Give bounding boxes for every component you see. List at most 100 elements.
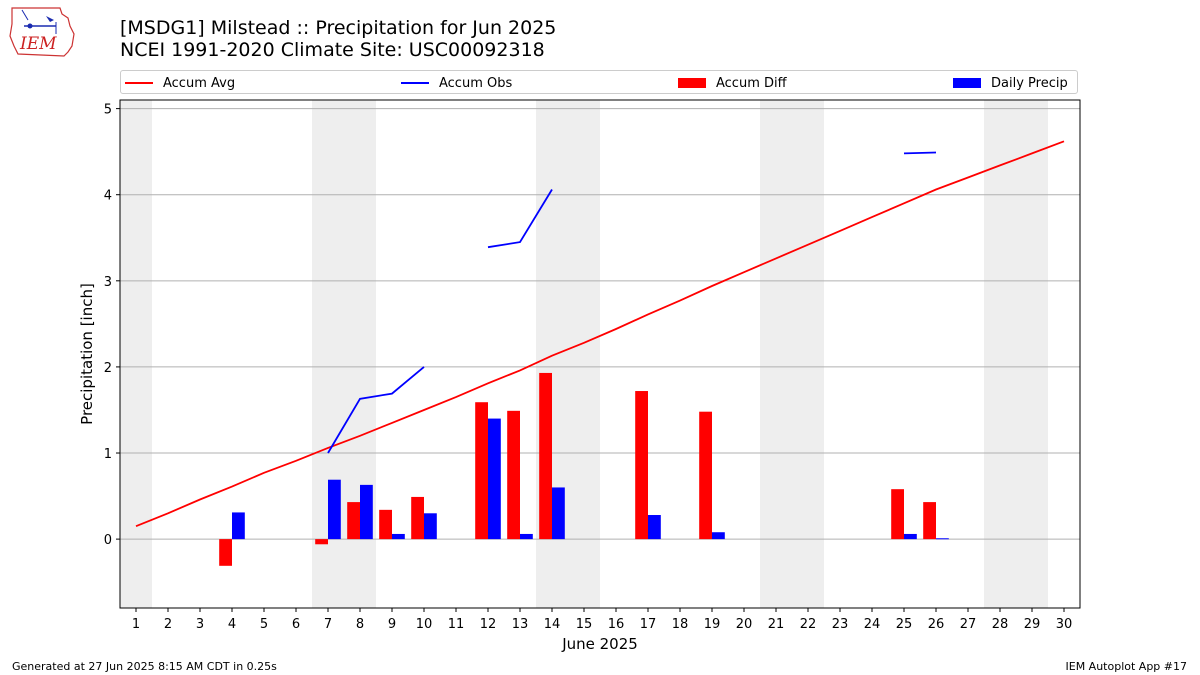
daily-precip-bar-9	[392, 533, 405, 540]
legend-label-daily-precip: Daily Precip	[991, 75, 1068, 91]
accum-diff-bar-25	[891, 489, 904, 540]
daily-precip-bar-12	[488, 418, 501, 540]
x-tick-label-8: 8	[356, 617, 364, 632]
x-tick-label-23: 23	[832, 617, 849, 632]
x-tick-label-18: 18	[672, 617, 689, 632]
weekend-band-21	[760, 100, 792, 608]
x-tick-label-5: 5	[260, 617, 268, 632]
x-tick-label-12: 12	[480, 617, 497, 632]
x-tick-label-3: 3	[196, 617, 204, 632]
accum-diff-bar-7	[315, 539, 328, 545]
weekend-band-1	[120, 100, 152, 608]
chart-legend: Accum Avg Accum Obs Accum Diff Daily Pre…	[120, 70, 1078, 94]
weekend-band-22	[792, 100, 824, 608]
x-tick-label-25: 25	[896, 617, 913, 632]
x-tick-label-10: 10	[416, 617, 433, 632]
x-axis-ticks: 1 2 3 4 5 6 7 8 9 10 11 12 13 14 15 16 17 18 19 20 21 22 23 24 2…	[132, 608, 1072, 632]
weekend-band-15	[568, 100, 600, 608]
daily-precip-bar-17	[648, 515, 661, 540]
x-tick-label-24: 24	[864, 617, 881, 632]
accum-avg-line	[135, 140, 1065, 528]
weekend-band-29	[1016, 100, 1048, 608]
accum-diff-bar-4	[219, 539, 232, 566]
generated-note: Generated at 27 Jun 2025 8:15 AM CDT in …	[12, 660, 277, 673]
x-tick-label-7: 7	[324, 617, 332, 632]
accum-obs-segment-3	[903, 151, 937, 155]
legend-swatch-accum-obs	[401, 82, 429, 84]
x-tick-label-2: 2	[164, 617, 172, 632]
x-tick-label-27: 27	[960, 617, 977, 632]
plot-frame	[119, 99, 1081, 609]
logo-text: IEM	[19, 34, 57, 54]
weekend-band-28	[984, 100, 1016, 608]
daily-precip-bar-8	[360, 484, 373, 540]
legend-swatch-accum-avg	[125, 82, 153, 84]
accum-diff-bar-12	[475, 402, 488, 540]
daily-precip-bar-19	[712, 532, 725, 540]
precipitation-chart: 1 2 3 4 5 6 7 8 9 10 11 12 13 14 15 16 17 18 19 20 21 22 23 24 2…	[78, 99, 1081, 653]
accum-diff-bar-14	[539, 372, 552, 540]
daily-precip-bar-25	[904, 533, 917, 540]
x-tick-label-14: 14	[544, 617, 561, 632]
accum-diff-bars	[219, 372, 936, 566]
y-tick-label-2: 2	[104, 361, 112, 376]
x-tick-label-1: 1	[132, 617, 140, 632]
x-tick-label-29: 29	[1024, 617, 1041, 632]
x-axis-label: June 2025	[561, 635, 638, 653]
daily-precip-bar-14	[552, 487, 565, 540]
legend-item-accum-avg: Accum Avg	[125, 71, 235, 95]
legend-swatch-daily-precip	[953, 78, 981, 88]
y-tick-label-1: 1	[104, 447, 112, 462]
daily-precip-bar-7	[328, 479, 341, 540]
accum-diff-bar-8	[347, 502, 360, 540]
iem-logo-icon: IEM	[9, 7, 75, 57]
accum-obs-segment-1	[327, 366, 425, 454]
x-tick-label-30: 30	[1056, 617, 1073, 632]
chart-title: [MSDG1] Milstead :: Precipitation for Ju…	[120, 17, 557, 39]
app-credit: IEM Autoplot App #17	[1065, 660, 1188, 673]
x-tick-label-26: 26	[928, 617, 945, 632]
y-tick-label-3: 3	[104, 275, 112, 290]
accum-diff-bar-9	[379, 509, 392, 540]
daily-precip-bar-4	[232, 512, 245, 540]
y-gridlines	[120, 108, 1080, 540]
x-tick-label-19: 19	[704, 617, 721, 632]
accum-diff-bar-13	[507, 410, 520, 540]
y-tick-label-0: 0	[104, 533, 112, 548]
weekend-shading	[120, 100, 1048, 608]
legend-label-accum-obs: Accum Obs	[439, 75, 513, 91]
legend-item-accum-obs: Accum Obs	[401, 71, 512, 95]
x-tick-label-13: 13	[512, 617, 529, 632]
legend-label-accum-avg: Accum Avg	[163, 75, 236, 91]
accum-diff-bar-19	[699, 411, 712, 540]
x-tick-label-21: 21	[768, 617, 785, 632]
daily-precip-bars	[232, 418, 949, 540]
accum-diff-bar-17	[635, 391, 648, 540]
x-tick-label-28: 28	[992, 617, 1009, 632]
accum-diff-bar-26	[923, 502, 936, 540]
legend-swatch-accum-diff	[678, 78, 706, 88]
daily-precip-bar-26	[936, 538, 949, 540]
x-tick-label-4: 4	[228, 617, 236, 632]
x-tick-label-9: 9	[388, 617, 396, 632]
x-tick-label-20: 20	[736, 617, 753, 632]
daily-precip-bar-10	[424, 513, 437, 540]
accum-diff-bar-10	[411, 496, 424, 540]
x-tick-label-22: 22	[800, 617, 817, 632]
x-tick-label-17: 17	[640, 617, 657, 632]
y-axis-label: Precipitation [inch]	[78, 283, 96, 425]
x-tick-label-16: 16	[608, 617, 625, 632]
chart-subtitle: NCEI 1991-2020 Climate Site: USC00092318	[120, 39, 545, 61]
x-tick-label-11: 11	[448, 617, 465, 632]
y-tick-label-4: 4	[104, 189, 112, 204]
x-tick-label-6: 6	[292, 617, 300, 632]
legend-item-accum-diff: Accum Diff	[678, 71, 787, 95]
legend-label-accum-diff: Accum Diff	[716, 75, 787, 91]
y-axis-ticks: 0 1 2 3 4 5	[104, 103, 120, 548]
accum-obs-lines	[327, 151, 937, 454]
legend-item-daily-precip: Daily Precip	[953, 71, 1068, 95]
accum-avg-polyline	[135, 140, 1065, 528]
daily-precip-bar-13	[520, 533, 533, 540]
y-tick-label-5: 5	[104, 103, 112, 118]
accum-obs-segment-2	[487, 189, 553, 249]
